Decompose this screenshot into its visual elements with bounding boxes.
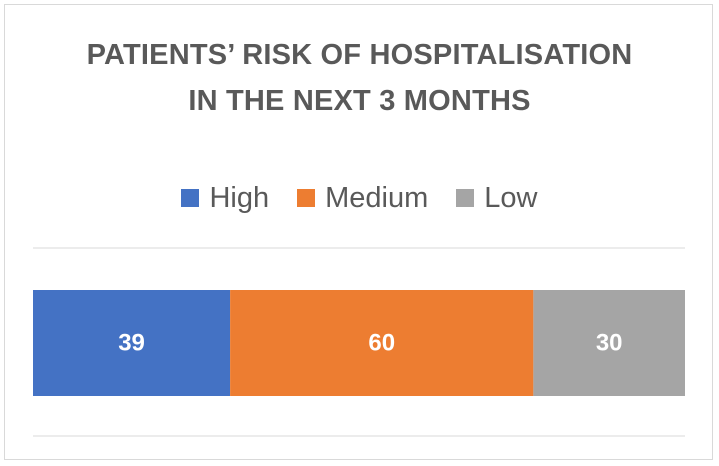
legend-item-high: High — [181, 182, 269, 215]
bar-segment-low — [533, 290, 685, 396]
legend-label-low: Low — [484, 181, 538, 214]
legend-label-high: High — [209, 181, 270, 214]
chart-title-line-1: PATIENTS’ RISK OF HOSPITALISATION — [86, 39, 633, 71]
chart-title-line-2: IN THE NEXT 3 MONTHS — [188, 85, 531, 117]
legend-swatch-high — [181, 189, 200, 207]
data-label-medium: 60 — [368, 330, 395, 357]
data-label-high: 39 — [118, 330, 145, 357]
data-label-low: 30 — [596, 330, 623, 357]
legend-item-medium: Medium — [297, 182, 428, 215]
legend-swatch-medium — [297, 189, 316, 207]
chart-title: PATIENTS’ RISK OF HOSPITALISATION IN THE… — [0, 32, 719, 124]
legend-swatch-low — [456, 189, 475, 207]
legend-item-low: Low — [456, 181, 538, 215]
chart-legend: High Medium Low — [0, 178, 719, 218]
legend-label-medium: Medium — [325, 181, 429, 214]
bar-segment-high — [33, 290, 231, 396]
bar-segment-medium — [230, 290, 534, 396]
